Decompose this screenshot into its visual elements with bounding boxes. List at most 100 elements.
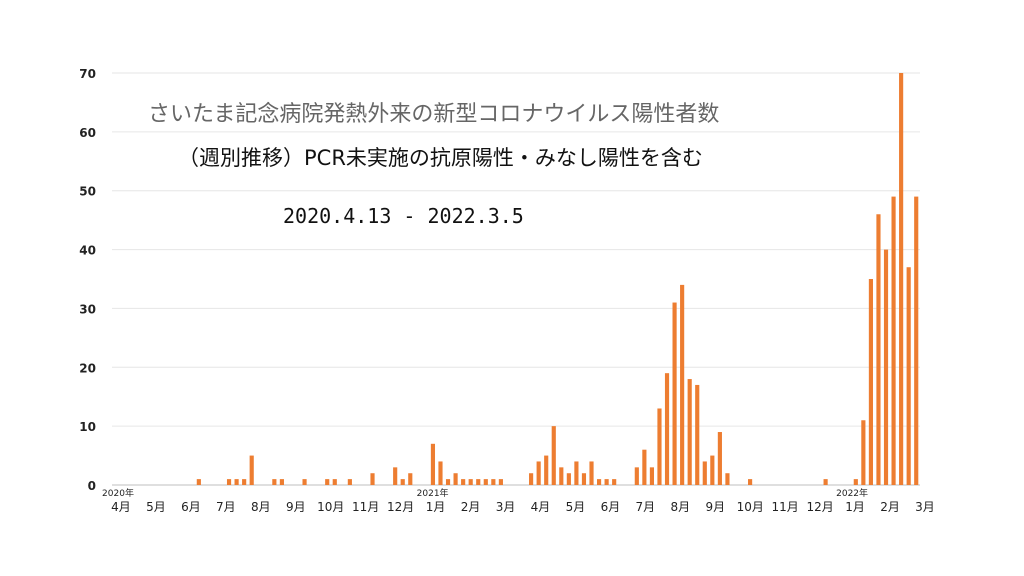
bar [672, 302, 677, 485]
bar [717, 432, 722, 485]
x-axis: 4月 5月 6月 7月 8月 9月 10月 11月 12月 1月 2月 3月 4月 5月 6月 7月 8月 9月 1… [102, 487, 935, 514]
bar [393, 467, 398, 485]
grid-lines [112, 72, 920, 486]
bar [332, 479, 337, 485]
bar [430, 443, 436, 485]
bar [566, 473, 571, 485]
chart-period: 2020.4.13 - 2022.3.5 [283, 204, 524, 228]
year-label: 2022年 [836, 487, 868, 499]
bar [445, 479, 451, 485]
x-tick-label: 1月 [845, 500, 865, 514]
y-tick-label: 30 [79, 302, 96, 316]
bar [914, 196, 919, 485]
bar [695, 384, 700, 485]
bar [702, 461, 707, 485]
bar [438, 461, 443, 485]
x-tick-label: 9月 [705, 500, 725, 514]
bar [596, 479, 602, 485]
chart-subtitle: （週別推移）PCR未実施の抗原陽性・みなし陽性を含む [178, 146, 703, 170]
x-tick-label: 12月 [387, 500, 414, 514]
bar [461, 479, 466, 485]
bar [529, 473, 534, 485]
y-tick-label: 40 [79, 244, 96, 258]
bar [649, 467, 655, 485]
bar [476, 479, 481, 485]
bar [400, 479, 405, 485]
bar [551, 426, 556, 485]
x-tick-label: 1月 [426, 500, 446, 514]
bar [589, 461, 594, 485]
x-tick-label: 6月 [181, 500, 201, 514]
x-tick-label: 8月 [251, 500, 271, 514]
bar [687, 379, 692, 485]
bar [325, 479, 330, 485]
x-tick-label: 8月 [670, 500, 690, 514]
bar [664, 373, 670, 485]
x-tick-label: 4月 [531, 500, 551, 514]
bar [498, 479, 503, 485]
y-tick-label: 70 [79, 67, 96, 81]
bar [657, 408, 662, 485]
bar [823, 479, 828, 485]
x-tick-label: 3月 [915, 500, 935, 514]
bar [710, 455, 715, 485]
x-tick-label: 5月 [566, 500, 586, 514]
bar [347, 479, 352, 485]
bar [876, 214, 881, 485]
x-tick-label: 12月 [806, 500, 833, 514]
bar [612, 479, 617, 485]
bars [196, 73, 919, 485]
x-tick-label: 10月 [737, 500, 764, 514]
bar [302, 479, 307, 485]
x-tick-label: 2月 [880, 500, 900, 514]
y-tick-label: 60 [79, 126, 96, 140]
bar [604, 479, 609, 485]
bar [279, 479, 284, 485]
x-tick-label: 2月 [461, 500, 481, 514]
bar [483, 479, 488, 485]
bar [642, 449, 647, 485]
bar [899, 73, 904, 485]
y-tick-label: 10 [79, 420, 96, 434]
x-tick-label: 5月 [146, 500, 166, 514]
bar [906, 267, 911, 485]
x-tick-label: 11月 [352, 500, 379, 514]
bar [242, 479, 247, 485]
bar [891, 196, 896, 485]
bar [196, 479, 201, 485]
bar [453, 473, 458, 485]
x-tick-label: 3月 [496, 500, 516, 514]
y-tick-label: 50 [79, 185, 96, 199]
bar [581, 473, 587, 485]
x-tick-label: 4月 [111, 500, 131, 514]
y-tick-label: 20 [79, 361, 96, 375]
bar [559, 467, 564, 485]
bar [748, 479, 753, 485]
bar [853, 479, 858, 485]
bar [272, 479, 277, 485]
bar [883, 249, 889, 485]
x-tick-label: 6月 [601, 500, 621, 514]
bar [544, 455, 549, 485]
bar [861, 420, 866, 485]
chart-title: さいたま記念病院発熱外来の新型コロナウイルス陽性者数 [148, 102, 720, 127]
bar [574, 461, 579, 485]
bar [634, 467, 639, 485]
year-label: 2020年 [102, 487, 134, 499]
bar [370, 473, 375, 485]
y-axis: 0 10 20 30 40 50 60 70 [79, 67, 96, 493]
y-tick-label: 0 [88, 479, 96, 493]
bar [468, 479, 473, 485]
bar [408, 473, 413, 485]
x-tick-label: 7月 [216, 500, 236, 514]
year-label: 2021年 [417, 487, 449, 499]
bar [491, 479, 496, 485]
bar [725, 473, 730, 485]
bar [868, 279, 873, 485]
bar [680, 284, 685, 485]
bar [234, 479, 239, 485]
x-tick-label: 9月 [286, 500, 306, 514]
x-tick-label: 7月 [636, 500, 656, 514]
bar [536, 461, 541, 485]
